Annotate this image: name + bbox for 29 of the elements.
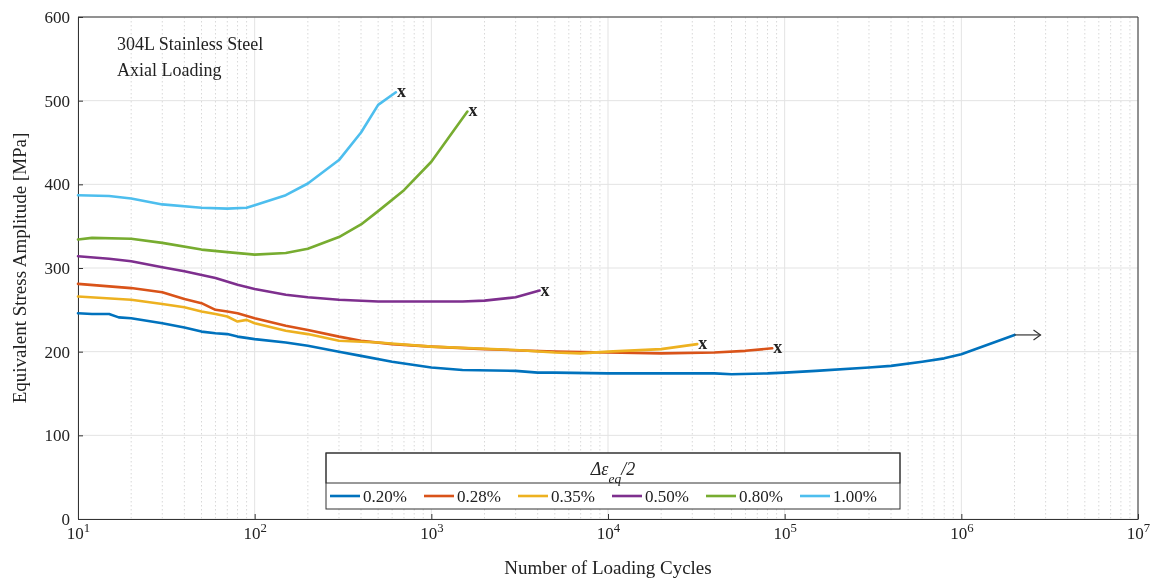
legend-label: 0.80% [739, 487, 783, 506]
x-axis-title: Number of Loading Cycles [504, 557, 712, 578]
annotation: x [773, 337, 783, 358]
y-tick-label: 200 [44, 342, 70, 362]
legend-label: 0.50% [645, 487, 689, 506]
legend-label: 0.20% [363, 487, 407, 506]
legend-label: 0.28% [457, 487, 501, 506]
x-tick-label: 10$^{6}$ [950, 521, 974, 543]
y-tick-label: 0 [61, 509, 70, 529]
y-tick-label: 400 [44, 175, 70, 195]
annotation: Axial Loading [117, 60, 222, 80]
x-tick-label: 10$^{5}$ [773, 521, 797, 543]
annotation: x [540, 279, 550, 300]
annotation: x [468, 99, 478, 120]
legend-title: Δε$_{eq}$/2 [589, 459, 636, 486]
annotation: x [698, 333, 708, 354]
x-tick-label: 10$^{7}$ [1126, 521, 1151, 543]
x-tick-label: 10$^{4}$ [596, 521, 621, 543]
x-tick-label: 10$^{3}$ [420, 521, 444, 543]
legend-label: 0.35% [551, 487, 595, 506]
annotation: 304L Stainless Steel [117, 34, 264, 54]
y-tick-label: 500 [44, 91, 70, 111]
x-tick-label: 10$^{2}$ [243, 521, 267, 543]
y-tick-label: 600 [44, 7, 70, 27]
y-tick-label: 300 [44, 258, 70, 278]
y-axis-title: Equivalent Stress Amplitude [MPa] [9, 132, 30, 404]
legend-label: 1.00% [833, 487, 877, 506]
y-tick-label: 100 [44, 426, 70, 446]
annotation: x [396, 81, 406, 102]
